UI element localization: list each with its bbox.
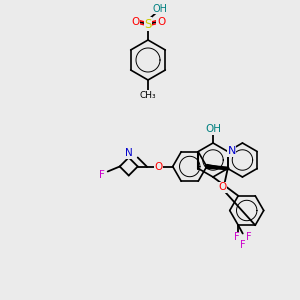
Text: OH: OH bbox=[152, 4, 167, 14]
Text: S: S bbox=[144, 17, 152, 31]
Text: F: F bbox=[240, 241, 245, 250]
Text: O: O bbox=[131, 17, 139, 27]
Text: O: O bbox=[157, 17, 165, 27]
Text: N: N bbox=[125, 148, 133, 158]
Text: F: F bbox=[234, 232, 239, 242]
Text: N: N bbox=[227, 146, 236, 157]
Text: CH₃: CH₃ bbox=[140, 91, 156, 100]
Text: O: O bbox=[219, 182, 227, 193]
Text: O: O bbox=[154, 161, 163, 172]
Text: OH: OH bbox=[205, 124, 221, 134]
Polygon shape bbox=[207, 164, 228, 169]
Text: F: F bbox=[246, 232, 251, 242]
Text: F: F bbox=[99, 169, 105, 179]
